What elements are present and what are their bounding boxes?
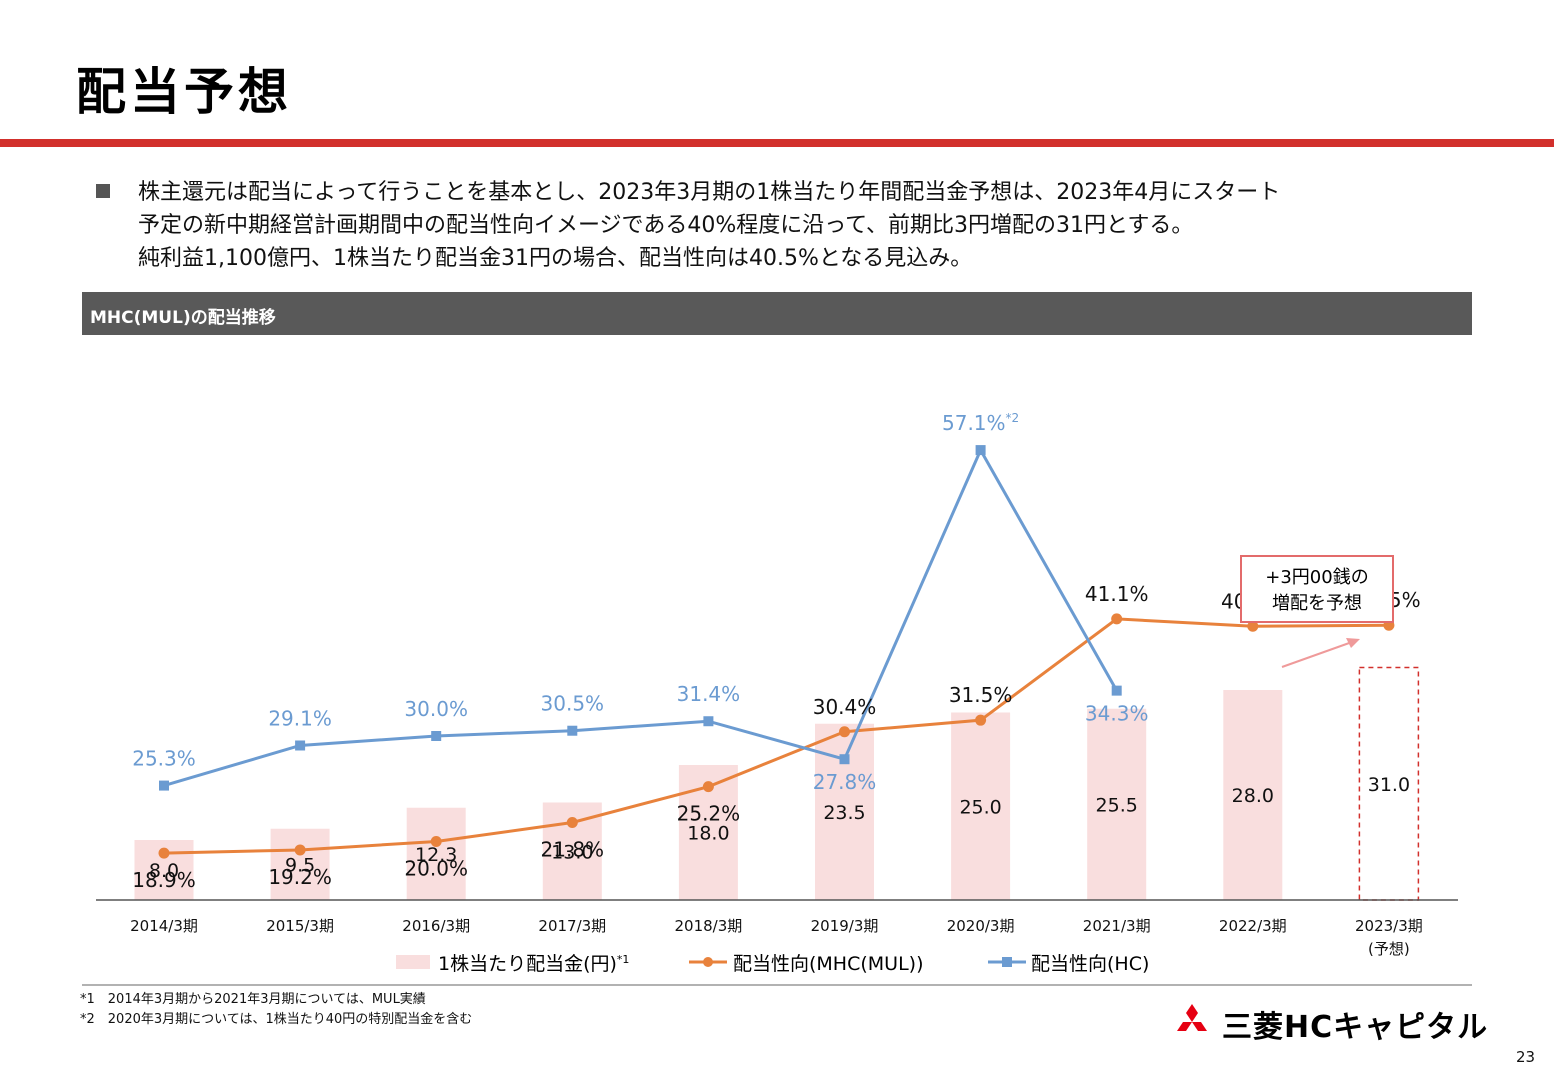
summary-line: 予定の新中期経営計画期間中の配当性向イメージである40%程度に沿って、前期比3円… [138, 213, 1194, 238]
summary-line: 純利益1,100億円、1株当たり配当金31円の場合、配当性向は40.5%となる見… [138, 246, 973, 271]
three-diamonds-icon [1177, 1004, 1207, 1031]
title-underline [0, 139, 1554, 147]
callout-line-1: +3円00銭の [1265, 567, 1368, 588]
x-tick-label: 2015/3期 [266, 917, 334, 935]
chart-legend: 1株当たり配当金(円)*1 配当性向(MHC(MUL)) 配当性向(HC) [396, 953, 1149, 975]
mhc-point [158, 847, 170, 859]
hc-point [431, 731, 442, 741]
mhc-point [1247, 620, 1259, 632]
dividend-bar [1223, 690, 1283, 900]
hc-label-footnote-mark: *2 [1006, 411, 1020, 425]
chart-section-title: MHC(MUL)の配当推移 [90, 308, 276, 328]
callout-arrow-head [1346, 638, 1360, 648]
mhc-value-label: 30.4% [813, 695, 877, 719]
hc-value-label: 25.3% [132, 747, 196, 771]
dividend-bar [1087, 708, 1147, 900]
hc-point [159, 780, 169, 791]
hc-value-label: 31.4% [677, 682, 741, 706]
page-title: 配当予想 [76, 63, 292, 121]
footnotes: *1 2014年3月期から2021年3月期については、MUL実績 *2 2020… [80, 990, 472, 1030]
x-tick-label: 2014/3期 [130, 917, 198, 935]
callout-line-2: 増配を予想 [1272, 593, 1362, 614]
bar-value-label: 31.0 [1368, 774, 1410, 796]
bar-value-label: 28.0 [1232, 785, 1274, 807]
dividend-bar [951, 712, 1011, 900]
bar-value-label: 25.0 [959, 796, 1001, 818]
mhc-value-label: 19.2% [268, 865, 332, 889]
hc-payout-line [163, 446, 1119, 788]
bar-value-label: 9.5 [285, 854, 315, 876]
forecast-bar [1358, 666, 1420, 901]
hc-point [975, 445, 986, 456]
hc-point [703, 716, 714, 727]
bar-value-label: 8.0 [149, 860, 179, 882]
hc-point [295, 740, 306, 751]
mhc-value-label: 25.2% [677, 802, 741, 826]
hc-value-label: 34.3% [1085, 702, 1149, 726]
hc-point [839, 754, 850, 765]
summary-text: 株主還元は配当によって行うことを基本とし、2023年3月期の1株当たり年間配当金… [138, 176, 1458, 275]
chart-section-header: MHC(MUL)の配当推移 [82, 292, 1472, 335]
hc-value-label: 30.5% [541, 692, 605, 716]
company-name: 三菱HCキャピタル [1222, 1010, 1489, 1045]
hc-value-label: 30.0% [404, 697, 468, 721]
legend-hc-label: 配当性向(HC) [1031, 953, 1149, 975]
mhc-value-label: 20.0% [404, 857, 468, 881]
mhc-point [430, 836, 442, 847]
lines-layer [158, 445, 1395, 859]
mhc-value-label: 41.1% [1085, 582, 1149, 606]
axis-layer: 2014/3期 2015/3期 2016/3期 2017/3期 2018/3期 2019/… [96, 899, 1458, 958]
footnote-1: *1 2014年3月期から2021年3月期については、MUL実績 [80, 992, 426, 1007]
mhc-payout-line [163, 617, 1389, 855]
callout-layer: +3円00銭の 増配を予想 [1240, 555, 1394, 668]
x-tick-label: 2018/3期 [675, 917, 743, 935]
hc-value-label: 57.1%*2 [942, 411, 1019, 435]
hc-value-label: 29.1% [268, 706, 332, 730]
bar-value-label: 13.0 [551, 841, 593, 863]
legend-bar-swatch [396, 955, 430, 969]
bar-value-label: 25.5 [1096, 794, 1138, 816]
bar-value-label: 18.0 [687, 823, 729, 845]
forecast-callout-box [1240, 555, 1394, 623]
mhc-point [975, 714, 987, 726]
footnote-2: *2 2020年3月期については、1株当たり40円の特別配当金を含む [80, 1012, 473, 1027]
hc-point [567, 725, 578, 736]
mhc-point [294, 844, 306, 856]
x-tick-label: 2016/3期 [402, 917, 470, 935]
x-tick-sublabel: (予想) [1368, 940, 1410, 958]
dividend-bar [406, 807, 466, 900]
legend-bar-label: 1株当たり配当金(円)*1 [438, 953, 629, 975]
mhc-value-label: 31.5% [949, 683, 1013, 707]
bar-value-label: 12.3 [415, 844, 457, 866]
dividend-bar [270, 828, 330, 900]
summary-line: 株主還元は配当によって行うことを基本とし、2023年3月期の1株当たり年間配当金… [138, 180, 1281, 205]
x-tick-label: 2021/3期 [1083, 917, 1151, 935]
x-tick-label: 2017/3期 [538, 917, 606, 935]
callout-arrow [1281, 641, 1353, 668]
mhc-point [1111, 613, 1123, 625]
mhc-value-label: 18.9% [132, 868, 196, 892]
hc-point [1111, 685, 1122, 696]
x-tick-label: 2023/3期 [1355, 917, 1423, 935]
mhc-point [566, 817, 578, 829]
legend-mhc-marker [703, 957, 713, 967]
x-tick-label: 2022/3期 [1219, 917, 1287, 935]
page-number: 23 [1516, 1048, 1536, 1066]
legend-mhc-label: 配当性向(MHC(MUL)) [733, 953, 923, 975]
bar-value-label: 23.5 [823, 802, 865, 824]
labels-layer: 8.0 9.5 12.3 13.0 18.0 23.5 25.0 25.5 28.0 31.0 18… [132, 411, 1420, 892]
mhc-point [839, 726, 850, 738]
hc-value-label: 27.8% [813, 770, 877, 794]
x-tick-label: 2019/3期 [811, 917, 879, 935]
bullet-square-icon [96, 184, 110, 198]
mhc-point [702, 781, 714, 793]
legend-hc-marker [1002, 957, 1012, 967]
mhc-value-label: 21.8% [541, 838, 605, 862]
x-tick-label: 2020/3期 [947, 917, 1015, 935]
